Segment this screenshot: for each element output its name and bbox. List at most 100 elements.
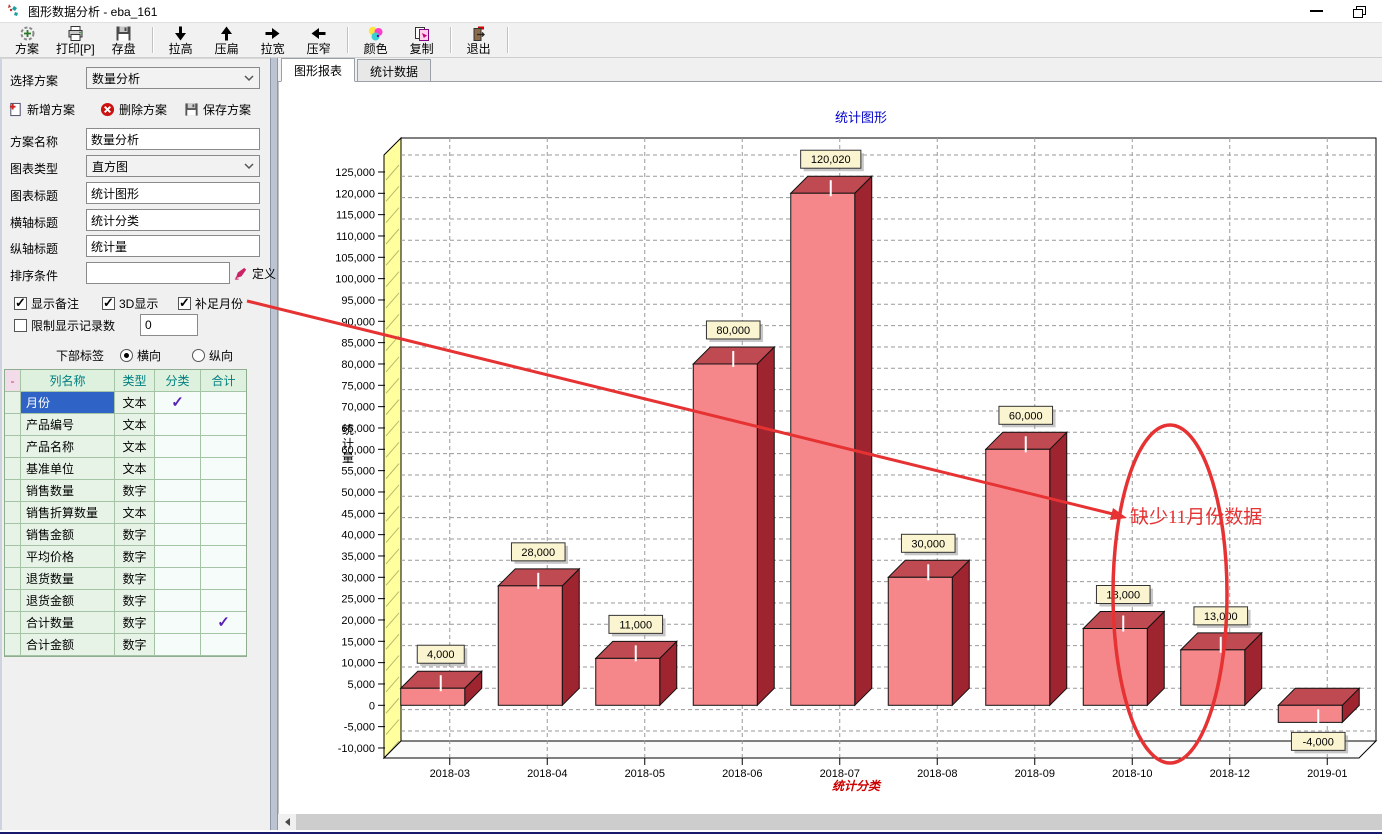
- svg-text:2018-05: 2018-05: [625, 768, 665, 780]
- table-row[interactable]: 销售数量 数字: [5, 480, 246, 502]
- checkbox-3d[interactable]: 3D显示: [102, 295, 158, 312]
- category-flag-cell[interactable]: [155, 524, 201, 546]
- stretch-tall-icon: [172, 25, 189, 42]
- radio-horizontal[interactable]: 横向: [120, 347, 161, 364]
- table-row[interactable]: 产品编号 文本: [5, 414, 246, 436]
- y-axis-title-field[interactable]: [86, 235, 260, 257]
- plan-button[interactable]: 方案: [4, 23, 50, 57]
- total-flag-cell[interactable]: [201, 414, 246, 436]
- plan-name-label: 方案名称: [10, 135, 59, 149]
- total-flag-cell[interactable]: [201, 568, 246, 590]
- table-row[interactable]: 产品名称 文本: [5, 436, 246, 458]
- limit-records-field[interactable]: [140, 314, 198, 336]
- checkbox-show-note[interactable]: 显示备注: [14, 295, 79, 312]
- total-flag-cell[interactable]: ✓: [201, 612, 246, 634]
- svg-text:105,000: 105,000: [335, 252, 375, 264]
- column-name-cell[interactable]: 销售折算数量: [21, 502, 115, 524]
- svg-text:75,000: 75,000: [341, 380, 375, 392]
- column-type-cell: 文本: [115, 414, 155, 436]
- print-button[interactable]: 打印[P]: [50, 23, 101, 57]
- save-plan-button[interactable]: 保存方案: [184, 101, 251, 118]
- column-name-cell[interactable]: 销售数量: [21, 480, 115, 502]
- column-name-cell[interactable]: 月份: [21, 392, 115, 414]
- total-flag-cell[interactable]: [201, 480, 246, 502]
- svg-text:90,000: 90,000: [341, 316, 375, 328]
- copy-button[interactable]: 复制: [399, 23, 445, 57]
- table-row[interactable]: 退货数量 数字: [5, 568, 246, 590]
- table-row[interactable]: 合计金额 数字: [5, 634, 246, 656]
- sort-condition-field[interactable]: [86, 262, 230, 284]
- new-plan-button[interactable]: 新增方案: [8, 101, 75, 118]
- tabbar: 图形报表 统计数据: [278, 58, 1382, 82]
- flatten-button[interactable]: 压扁: [204, 23, 250, 57]
- table-header-cell: 类型: [115, 370, 155, 392]
- category-flag-cell[interactable]: [155, 502, 201, 524]
- scrollbar-track[interactable]: [296, 814, 1382, 830]
- radio-vertical[interactable]: 纵向: [192, 347, 233, 364]
- restore-icon[interactable]: [1353, 5, 1366, 18]
- color-button[interactable]: 颜色: [353, 23, 399, 57]
- column-name-cell[interactable]: 退货金额: [21, 590, 115, 612]
- total-flag-cell[interactable]: [201, 458, 246, 480]
- save-button[interactable]: 存盘: [101, 23, 147, 57]
- category-flag-cell[interactable]: ✓: [155, 392, 201, 414]
- tab-graph-report[interactable]: 图形报表: [281, 58, 356, 82]
- table-row[interactable]: 销售折算数量 文本: [5, 502, 246, 524]
- total-flag-cell[interactable]: [201, 634, 246, 656]
- column-name-cell[interactable]: 合计金额: [21, 634, 115, 656]
- splitter-handle[interactable]: [270, 58, 278, 830]
- define-button[interactable]: 定义: [233, 265, 276, 282]
- x-axis-title-field[interactable]: [86, 209, 260, 231]
- total-flag-cell[interactable]: [201, 502, 246, 524]
- bottom-labels-label: 下部标签: [56, 349, 105, 363]
- toolbar-separator: [346, 27, 348, 53]
- minimize-icon[interactable]: [1310, 10, 1323, 12]
- chart-type-label: 图表类型: [10, 162, 59, 176]
- table-header-cell: 合计: [201, 370, 246, 392]
- exit-button[interactable]: 退出: [456, 23, 502, 57]
- chart-title-field[interactable]: [86, 182, 260, 204]
- stretch-tall-button[interactable]: 拉高: [158, 23, 204, 57]
- tab-statistics[interactable]: 统计数据: [357, 59, 432, 81]
- column-name-cell[interactable]: 产品名称: [21, 436, 115, 458]
- category-flag-cell[interactable]: [155, 414, 201, 436]
- select-plan-combobox[interactable]: 数量分析: [86, 67, 260, 89]
- column-name-cell[interactable]: 销售金额: [21, 524, 115, 546]
- total-flag-cell[interactable]: [201, 392, 246, 414]
- total-flag-cell[interactable]: [201, 436, 246, 458]
- column-name-cell[interactable]: 产品编号: [21, 414, 115, 436]
- total-flag-cell[interactable]: [201, 546, 246, 568]
- category-flag-cell[interactable]: [155, 546, 201, 568]
- category-flag-cell[interactable]: [155, 458, 201, 480]
- column-name-cell[interactable]: 退货数量: [21, 568, 115, 590]
- category-flag-cell[interactable]: [155, 634, 201, 656]
- column-name-cell[interactable]: 合计数量: [21, 612, 115, 634]
- column-name-cell[interactable]: 基准单位: [21, 458, 115, 480]
- svg-text:110,000: 110,000: [336, 231, 375, 243]
- table-row[interactable]: 销售金额 数字: [5, 524, 246, 546]
- narrow-button[interactable]: 压窄: [296, 23, 342, 57]
- checkbox-limit-records[interactable]: 限制显示记录数: [14, 317, 115, 334]
- table-row[interactable]: 退货金额 数字: [5, 590, 246, 612]
- widen-button[interactable]: 拉宽: [250, 23, 296, 57]
- plan-name-field[interactable]: [86, 128, 260, 150]
- total-flag-cell[interactable]: [201, 524, 246, 546]
- table-row[interactable]: 合计数量 数字 ✓: [5, 612, 246, 634]
- checkbox-fill-months[interactable]: 补足月份: [178, 295, 243, 312]
- column-type-cell: 文本: [115, 458, 155, 480]
- category-flag-cell[interactable]: [155, 436, 201, 458]
- total-flag-cell[interactable]: [201, 590, 246, 612]
- category-flag-cell[interactable]: [155, 590, 201, 612]
- table-row[interactable]: 月份 文本 ✓: [5, 392, 246, 414]
- radio-icon: [120, 349, 133, 362]
- table-row[interactable]: 平均价格 数字: [5, 546, 246, 568]
- category-flag-cell[interactable]: [155, 612, 201, 634]
- chart-type-combobox[interactable]: 直方图: [86, 155, 260, 177]
- category-flag-cell[interactable]: [155, 480, 201, 502]
- category-flag-cell[interactable]: [155, 568, 201, 590]
- table-row[interactable]: 基准单位 文本: [5, 458, 246, 480]
- scroll-left-button[interactable]: [278, 814, 296, 830]
- svg-text:-5,000: -5,000: [344, 722, 375, 734]
- delete-plan-button[interactable]: 删除方案: [100, 101, 167, 118]
- column-name-cell[interactable]: 平均价格: [21, 546, 115, 568]
